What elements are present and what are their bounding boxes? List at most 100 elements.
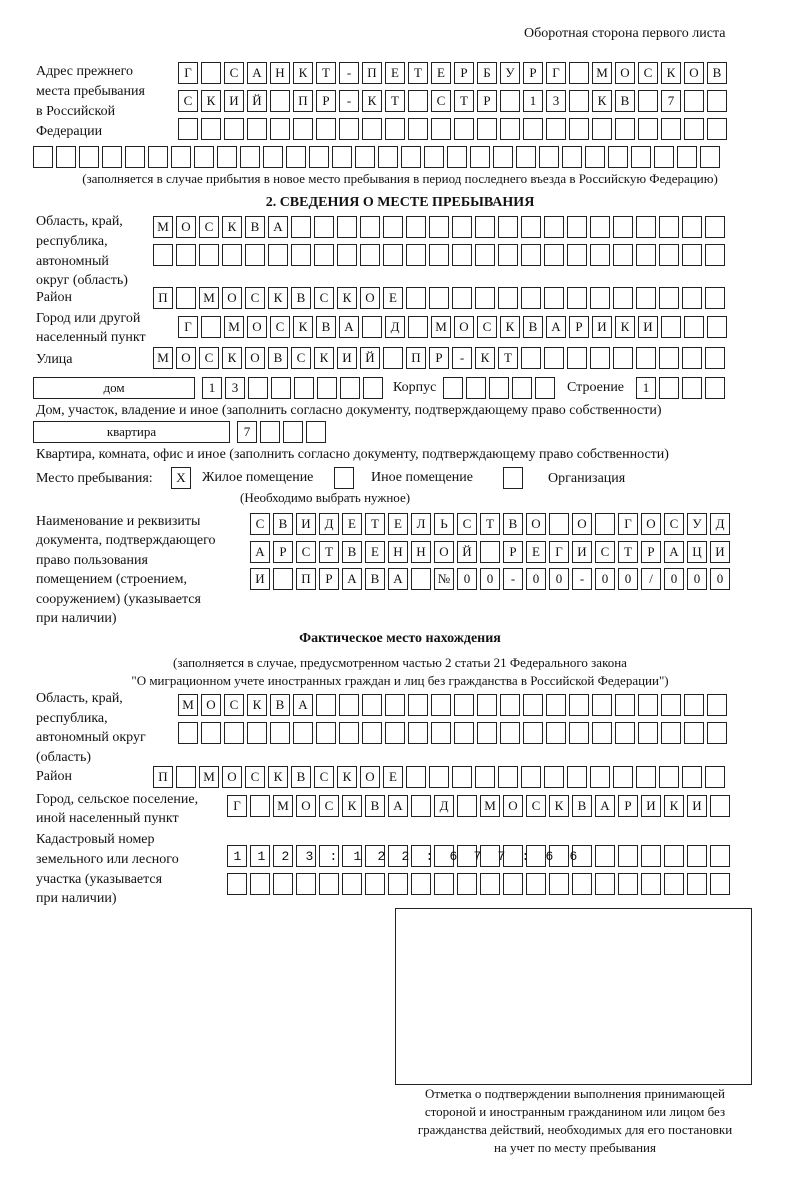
char-cell[interactable] xyxy=(546,722,566,744)
char-cell[interactable] xyxy=(636,216,656,238)
char-cell[interactable] xyxy=(388,873,408,895)
char-cell[interactable] xyxy=(707,316,727,338)
char-cell[interactable] xyxy=(480,541,500,563)
char-cell[interactable]: Б xyxy=(477,62,497,84)
char-cell[interactable] xyxy=(250,845,270,867)
char-cell[interactable]: Д xyxy=(385,316,405,338)
char-cell[interactable]: К xyxy=(268,766,288,788)
char-cell[interactable]: И xyxy=(710,541,730,563)
char-cell[interactable] xyxy=(466,377,486,399)
char-cell[interactable] xyxy=(661,118,681,140)
char-cell[interactable]: С xyxy=(319,795,339,817)
char-cell[interactable]: 0 xyxy=(710,568,730,590)
char-cell[interactable] xyxy=(638,118,658,140)
char-cell[interactable]: 0 xyxy=(687,568,707,590)
char-cell[interactable]: К xyxy=(222,216,242,238)
char-cell[interactable]: О xyxy=(572,513,592,535)
char-cell[interactable] xyxy=(452,216,472,238)
char-cell[interactable] xyxy=(340,377,360,399)
prev-address-row-3[interactable] xyxy=(178,118,730,140)
char-cell[interactable]: Р xyxy=(569,316,589,338)
char-cell[interactable] xyxy=(429,216,449,238)
char-cell[interactable]: О xyxy=(296,795,316,817)
char-cell[interactable] xyxy=(342,873,362,895)
char-cell[interactable] xyxy=(431,722,451,744)
char-cell[interactable]: П xyxy=(293,90,313,112)
char-cell[interactable] xyxy=(283,421,303,443)
char-cell[interactable]: Н xyxy=(411,541,431,563)
char-cell[interactable] xyxy=(572,845,592,867)
char-cell[interactable]: А xyxy=(388,568,408,590)
char-cell[interactable]: О xyxy=(641,513,661,535)
char-cell[interactable] xyxy=(498,216,518,238)
char-cell[interactable] xyxy=(316,722,336,744)
char-cell[interactable] xyxy=(569,62,589,84)
char-cell[interactable]: О xyxy=(503,795,523,817)
char-cell[interactable]: Л xyxy=(411,513,431,535)
char-cell[interactable]: 0 xyxy=(457,568,477,590)
char-cell[interactable] xyxy=(296,845,316,867)
char-cell[interactable] xyxy=(705,287,725,309)
char-cell[interactable] xyxy=(102,146,122,168)
char-cell[interactable] xyxy=(429,244,449,266)
char-cell[interactable]: В xyxy=(615,90,635,112)
char-cell[interactable] xyxy=(222,244,242,266)
char-cell[interactable] xyxy=(424,146,444,168)
char-cell[interactable] xyxy=(337,244,357,266)
char-cell[interactable]: О xyxy=(360,287,380,309)
char-cell[interactable] xyxy=(268,244,288,266)
char-cell[interactable]: Г xyxy=(178,316,198,338)
char-cell[interactable]: Е xyxy=(526,541,546,563)
char-cell[interactable] xyxy=(314,216,334,238)
char-cell[interactable]: А xyxy=(250,541,270,563)
char-cell[interactable]: К xyxy=(314,347,334,369)
char-cell[interactable]: И xyxy=(224,90,244,112)
char-cell[interactable]: С xyxy=(477,316,497,338)
char-cell[interactable] xyxy=(452,766,472,788)
char-cell[interactable]: / xyxy=(641,568,661,590)
char-cell[interactable] xyxy=(707,90,727,112)
char-cell[interactable]: С xyxy=(526,795,546,817)
char-cell[interactable] xyxy=(493,146,513,168)
char-cell[interactable]: Й xyxy=(360,347,380,369)
char-cell[interactable]: А xyxy=(388,795,408,817)
char-cell[interactable] xyxy=(224,118,244,140)
char-cell[interactable] xyxy=(447,146,467,168)
char-cell[interactable] xyxy=(500,118,520,140)
char-cell[interactable] xyxy=(362,722,382,744)
char-cell[interactable] xyxy=(201,316,221,338)
char-cell[interactable]: 1 xyxy=(636,377,656,399)
char-cell[interactable]: Т xyxy=(618,541,638,563)
char-cell[interactable] xyxy=(535,377,555,399)
char-cell[interactable] xyxy=(339,118,359,140)
char-cell[interactable] xyxy=(363,377,383,399)
char-cell[interactable]: О xyxy=(176,347,196,369)
flat-number-row[interactable]: 7 xyxy=(237,421,329,443)
char-cell[interactable] xyxy=(636,766,656,788)
char-cell[interactable]: Ь xyxy=(434,513,454,535)
char-cell[interactable]: К xyxy=(337,287,357,309)
char-cell[interactable] xyxy=(631,146,651,168)
char-cell[interactable] xyxy=(661,316,681,338)
char-cell[interactable]: К xyxy=(222,347,242,369)
char-cell[interactable] xyxy=(454,722,474,744)
stay-checkbox-residential[interactable]: X xyxy=(171,467,191,489)
char-cell[interactable]: С xyxy=(638,62,658,84)
char-cell[interactable] xyxy=(710,873,730,895)
char-cell[interactable] xyxy=(544,766,564,788)
char-cell[interactable]: Й xyxy=(247,90,267,112)
char-cell[interactable] xyxy=(539,146,559,168)
char-cell[interactable] xyxy=(383,244,403,266)
char-cell[interactable]: С xyxy=(199,216,219,238)
char-cell[interactable] xyxy=(319,845,339,867)
char-cell[interactable] xyxy=(401,146,421,168)
char-cell[interactable] xyxy=(523,722,543,744)
char-cell[interactable]: М xyxy=(178,694,198,716)
char-cell[interactable]: С xyxy=(457,513,477,535)
char-cell[interactable] xyxy=(498,287,518,309)
char-cell[interactable] xyxy=(661,722,681,744)
char-cell[interactable] xyxy=(383,216,403,238)
char-cell[interactable] xyxy=(316,118,336,140)
char-cell[interactable] xyxy=(523,118,543,140)
